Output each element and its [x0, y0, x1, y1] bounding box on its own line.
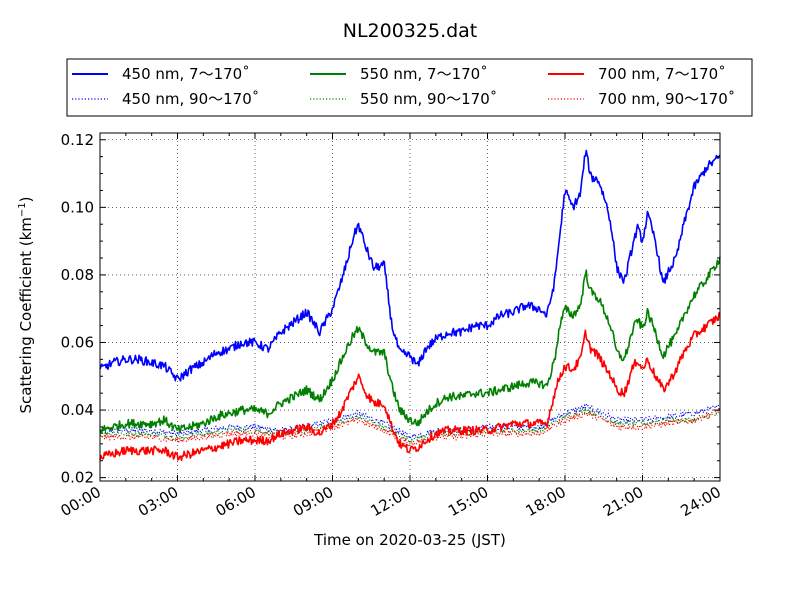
series-line-5: [99, 311, 721, 462]
y-tick-label: 0.02: [61, 469, 94, 487]
legend-label-2: 450 nm, 90～170˚: [122, 90, 259, 108]
y-tick-label: 0.12: [61, 131, 94, 149]
y-axis-label-close: ): [17, 196, 35, 202]
y-tick-label: 0.04: [61, 401, 94, 419]
chart-title: NL200325.dat: [343, 20, 478, 42]
legend-label-6: 700 nm, 90～170˚: [598, 90, 735, 108]
grid: [100, 133, 720, 481]
y-axis-label-exponent: −1: [17, 202, 28, 217]
y-tick-label: 0.08: [61, 266, 94, 284]
y-tick-label: 0.10: [61, 198, 94, 216]
series-line-6: [99, 407, 721, 447]
plot-area: 00:00 03:00 06:00 09:00 12:00 15:00 18:00 21:00…: [58, 131, 724, 520]
legend-label-5: 700 nm, 7～170˚: [598, 65, 726, 83]
legend-label-4: 550 nm, 90～170˚: [360, 90, 497, 108]
series-layer: [99, 149, 721, 462]
legend-label-1: 450 nm, 7～170˚: [122, 65, 250, 83]
y-tick-label: 0.06: [61, 333, 94, 351]
legend: 450 nm, 7～170˚ 450 nm, 90～170˚ 550 nm, 7～1…: [66, 58, 753, 117]
y-axis-label: Scattering Coefficient (km−1): [17, 196, 35, 413]
legend-label-3: 550 nm, 7～170˚: [360, 65, 488, 83]
series-line-1: [99, 149, 721, 382]
y-axis-label-main: Scattering Coefficient (km: [17, 217, 35, 413]
x-axis-label: Time on 2020-03-25 (JST): [313, 531, 506, 549]
y-axis: 0.02 0.04 0.06 0.08 0.10 0.12: [61, 131, 720, 487]
series-line-3: [99, 256, 721, 434]
series-line-4: [99, 407, 721, 444]
legend-box: [66, 58, 753, 117]
